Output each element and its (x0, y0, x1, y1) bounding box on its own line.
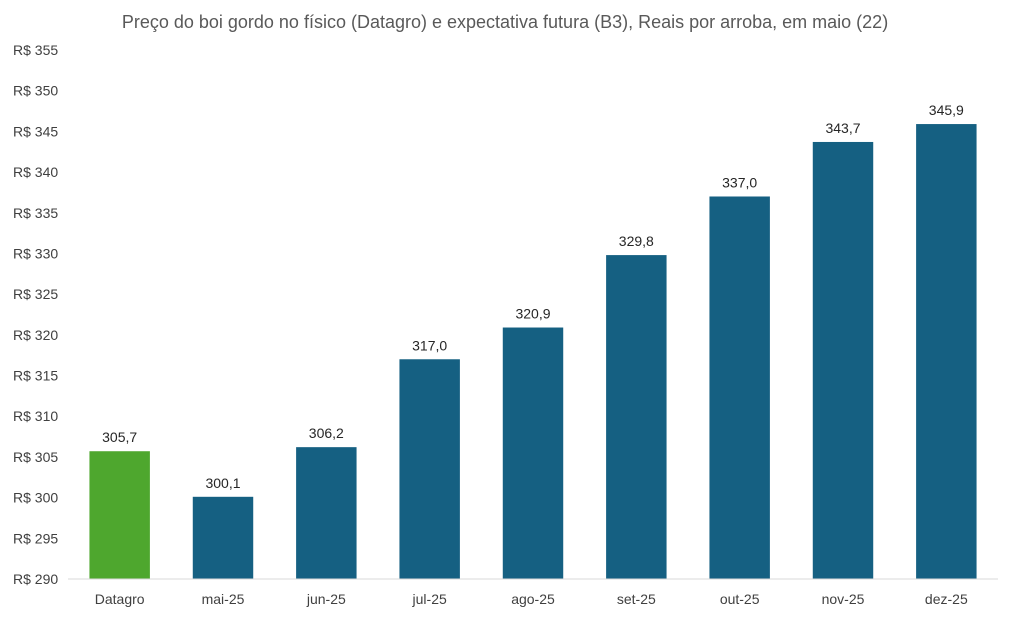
y-tick-label: R$ 350 (13, 83, 58, 99)
y-tick-label: R$ 340 (13, 164, 58, 180)
x-tick-label: set-25 (617, 591, 656, 607)
x-tick-label: ago-25 (511, 591, 555, 607)
data-label: 306,2 (309, 425, 344, 441)
bar-ago-25 (502, 327, 564, 579)
x-axis: Datagro mai-25 jun-25 jul-25 ago-25 set-25 out… (68, 578, 998, 607)
bar-jun-25 (296, 447, 357, 579)
y-tick-label: R$ 300 (13, 490, 58, 506)
x-tick-label: jun-25 (306, 591, 346, 607)
y-tick-label: R$ 315 (13, 368, 58, 384)
x-tick-label: nov-25 (822, 591, 865, 607)
y-tick-label: R$ 330 (13, 245, 58, 261)
y-axis: R$ 290 R$ 295 R$ 300 R$ 305 R$ 310 R$ 315 R$ 3… (13, 42, 58, 587)
data-label: 337,0 (722, 174, 757, 190)
data-label: 300,1 (205, 475, 240, 491)
data-label: 305,7 (102, 429, 137, 445)
bar-nov-25 (812, 141, 874, 580)
data-label: 329,8 (619, 233, 654, 249)
y-tick-label: R$ 290 (13, 571, 58, 587)
x-tick-label: mai-25 (202, 591, 245, 607)
data-label: 343,7 (825, 120, 860, 136)
x-tick-label: out-25 (720, 591, 760, 607)
data-label: 345,9 (929, 102, 964, 118)
y-tick-label: R$ 345 (13, 123, 58, 139)
bar-datagro (89, 451, 150, 579)
x-tick-label: dez-25 (925, 591, 968, 607)
chart-title: Preço do boi gordo no físico (Datagro) e… (122, 12, 888, 32)
x-tick-label: jul-25 (412, 591, 447, 607)
data-label: 317,0 (412, 337, 447, 353)
y-tick-label: R$ 325 (13, 286, 58, 302)
bar-set-25 (606, 255, 667, 579)
bar-mai-25 (192, 496, 254, 579)
bars-group: 305,7 300,1 306,2 317,0 320,9 329,8 337,0 343,7… (89, 102, 977, 580)
bar-dez-25 (916, 124, 977, 579)
y-tick-label: R$ 320 (13, 327, 58, 343)
x-tick-label: Datagro (95, 591, 145, 607)
y-tick-label: R$ 310 (13, 408, 58, 424)
bar-jul-25 (399, 359, 460, 579)
y-tick-label: R$ 305 (13, 449, 58, 465)
y-tick-label: R$ 355 (13, 42, 58, 58)
y-tick-label: R$ 295 (13, 530, 58, 546)
y-tick-label: R$ 335 (13, 205, 58, 221)
bar-out-25 (709, 196, 770, 579)
data-label: 320,9 (515, 306, 550, 322)
